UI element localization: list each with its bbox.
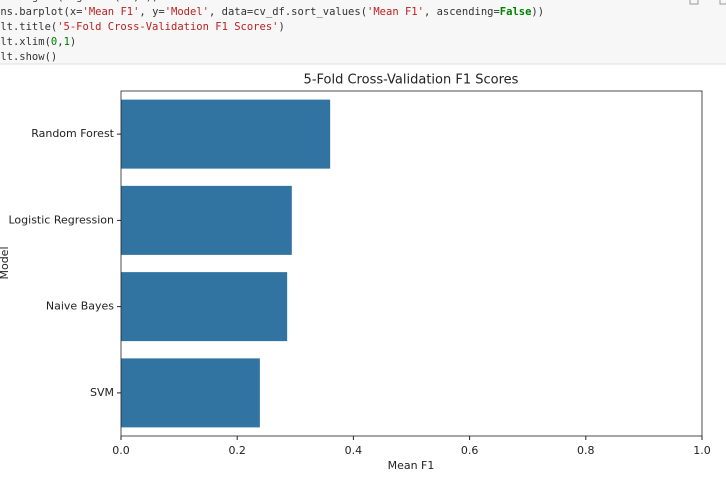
- code-token: ): [70, 36, 76, 48]
- code-token: plt.xlim(: [0, 36, 51, 48]
- code-line: plt.title('5-Fold Cross-Validation F1 Sc…: [0, 21, 285, 33]
- code-token: plt.show(): [0, 51, 57, 63]
- code-area: [0, 0, 726, 64]
- x-tick-label: 0.2: [228, 444, 246, 457]
- y-tick-label: Naive Bayes: [46, 300, 114, 313]
- code-token: ,: [57, 36, 63, 48]
- x-tick-label: 0.4: [345, 444, 363, 457]
- code-token: 'Mean F1': [367, 6, 424, 18]
- plot-frame: [120, 90, 703, 437]
- code-line: plt.show(): [0, 51, 57, 63]
- code-token: False: [500, 6, 532, 18]
- bar: [121, 272, 288, 342]
- bar: [121, 358, 260, 428]
- x-tick-label: 1.0: [693, 444, 711, 457]
- y-tick-label: Random Forest: [31, 127, 114, 140]
- x-tick-label: 0.8: [577, 444, 595, 457]
- code-token: plt.title(: [0, 21, 57, 33]
- code-token: , ascending=: [424, 6, 500, 18]
- code-token: 'Mean F1': [83, 6, 140, 18]
- code-line: sns.barplot(x='Mean F1', y='Model', data…: [0, 6, 544, 18]
- y-axis-label: Model: [0, 246, 11, 279]
- code-token: )): [531, 6, 544, 18]
- code-token: , y=: [139, 6, 164, 18]
- code-line: plt.figure(figsize=(10,6)): [0, 0, 158, 3]
- code-token: plt.figure(figsize=(10,6)): [0, 0, 158, 3]
- chart-title: 5-Fold Cross-Validation F1 Scores: [304, 73, 519, 88]
- x-tick-label: 0.0: [112, 444, 130, 457]
- code-token: '5-Fold Cross-Validation F1 Scores': [57, 21, 278, 33]
- bar: [121, 99, 331, 169]
- x-tick-label: 0.6: [461, 444, 479, 457]
- x-axis-label: Mean F1: [388, 459, 435, 472]
- code-token: 0: [51, 36, 57, 48]
- bar: [121, 185, 292, 255]
- copy-icon[interactable]: [689, 0, 699, 5]
- code-token: , data=cv_df.sort_values(: [209, 6, 367, 18]
- code-token: 1: [64, 36, 70, 48]
- code-token: 'Model': [165, 6, 209, 18]
- code-line: plt.xlim(0,1): [0, 36, 76, 48]
- y-tick-label: SVM: [90, 386, 114, 399]
- code-token: ): [278, 21, 284, 33]
- code-token: sns.barplot(x=: [0, 6, 83, 18]
- y-tick-label: Logistic Regression: [8, 213, 114, 226]
- menu-icon[interactable]: [719, 0, 726, 5]
